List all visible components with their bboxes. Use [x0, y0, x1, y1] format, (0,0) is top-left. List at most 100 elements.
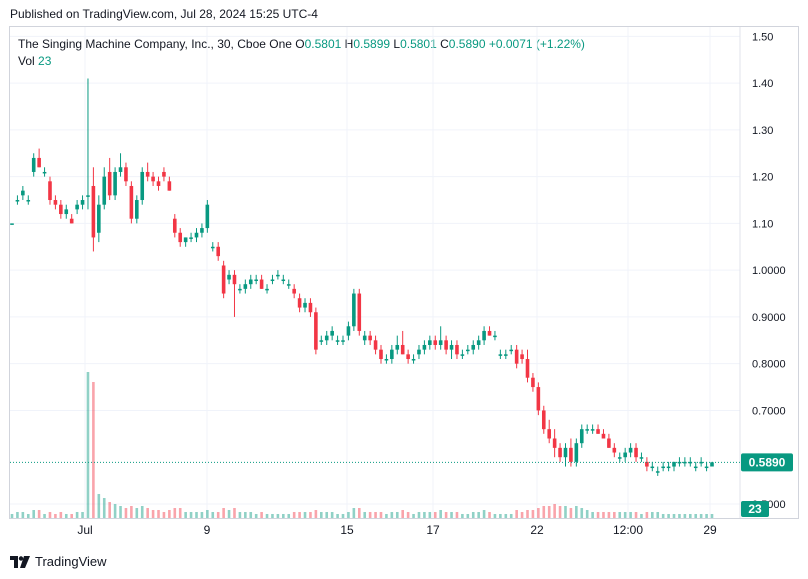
candle-body [281, 279, 286, 282]
volume-bar [211, 512, 215, 518]
candle-body [86, 195, 90, 197]
candle-body [628, 447, 633, 453]
volume-bar [48, 512, 52, 518]
volume-bar [607, 512, 611, 518]
candle-body [639, 457, 644, 459]
volume-bar [26, 514, 30, 518]
x-tick-label: 22 [530, 523, 544, 537]
candle-body [205, 204, 210, 229]
candle-body [200, 228, 204, 233]
volume-bar [591, 512, 594, 518]
volume-bar [705, 514, 708, 518]
volume-bar [417, 512, 421, 518]
volume-bar [455, 512, 459, 518]
candle-body [509, 349, 514, 352]
volume-bar [189, 512, 193, 518]
y-tick-label: 1.40 [752, 78, 773, 90]
candle-body [476, 340, 481, 345]
volume-bar [444, 512, 448, 518]
candle-body [37, 157, 41, 168]
candle-body [118, 167, 123, 172]
y-tick-label: 1.50 [752, 31, 773, 43]
volume-bar [515, 510, 518, 518]
volume-bar [368, 512, 372, 518]
candle-body [42, 171, 47, 174]
volume-bar [699, 514, 703, 518]
volume-bar [558, 506, 562, 518]
candle-body [487, 330, 492, 336]
volume-bar [645, 512, 649, 518]
volume-bar [200, 512, 204, 518]
candle-body [265, 288, 269, 291]
brand-name[interactable]: TradingView [35, 554, 107, 569]
volume-bar [119, 506, 122, 518]
candle-body [297, 298, 302, 308]
volume-bar [303, 512, 307, 518]
candle-body [156, 181, 161, 186]
volume-bar [195, 512, 198, 518]
candle-body [303, 302, 307, 308]
candle-body [503, 354, 508, 356]
candle-body [248, 279, 253, 285]
volume-bar [406, 512, 410, 518]
volume-bar [678, 514, 681, 518]
volume-bar [531, 510, 535, 518]
candle-body [145, 171, 150, 177]
volume-bar [249, 512, 253, 518]
volume-bar [613, 512, 616, 518]
volume-bar [341, 514, 345, 518]
x-tick-label: 17 [426, 523, 440, 537]
volume-bar [450, 512, 453, 518]
volume-label-text: 23 [748, 502, 762, 516]
candle-body [645, 461, 649, 467]
candle-body [189, 237, 193, 239]
candle-body [286, 284, 291, 286]
volume-bar [412, 514, 415, 518]
volume-bar [320, 512, 323, 518]
candle-body [514, 349, 519, 364]
volume-bar [672, 514, 676, 518]
candle-body [655, 471, 660, 473]
candle-body [390, 349, 394, 360]
volume-bar [157, 510, 160, 518]
candle-body [352, 293, 356, 327]
open-label: O [295, 37, 305, 51]
volume-bar [43, 514, 46, 518]
candle-body [541, 410, 546, 430]
volume-bar [564, 506, 567, 518]
volume-bar [634, 512, 638, 518]
volume-bar [623, 512, 627, 518]
candle-body [135, 200, 139, 219]
volume-label: Vol [18, 54, 35, 68]
candle-body [596, 429, 600, 434]
y-tick-label: 0.7000 [752, 405, 786, 417]
candle-body [172, 218, 177, 233]
candle-body [97, 204, 101, 233]
candle-body [210, 246, 215, 249]
candle-body [552, 438, 557, 448]
volume-bar [651, 512, 654, 518]
candle-body [270, 279, 275, 282]
volume-bar [265, 514, 269, 518]
volume-bar [254, 514, 258, 518]
candle-body [314, 312, 318, 350]
low-value: 0.5801 [400, 37, 437, 51]
candle-body [254, 279, 258, 282]
candle-body [221, 265, 226, 294]
volume-bar [130, 506, 133, 518]
volume-bar [537, 508, 540, 518]
low-label: L [393, 37, 401, 51]
candle-body [238, 288, 242, 291]
candle-body [373, 340, 378, 350]
candle-body [335, 340, 340, 342]
candle-body [411, 359, 416, 361]
volume-bar [488, 512, 491, 518]
candle-body [124, 167, 128, 182]
candle-body [80, 200, 85, 205]
candle-body [433, 340, 438, 345]
volume-bar [140, 506, 144, 518]
volume-bar [401, 510, 404, 518]
candle-body [531, 377, 535, 388]
candle-body [162, 171, 166, 177]
